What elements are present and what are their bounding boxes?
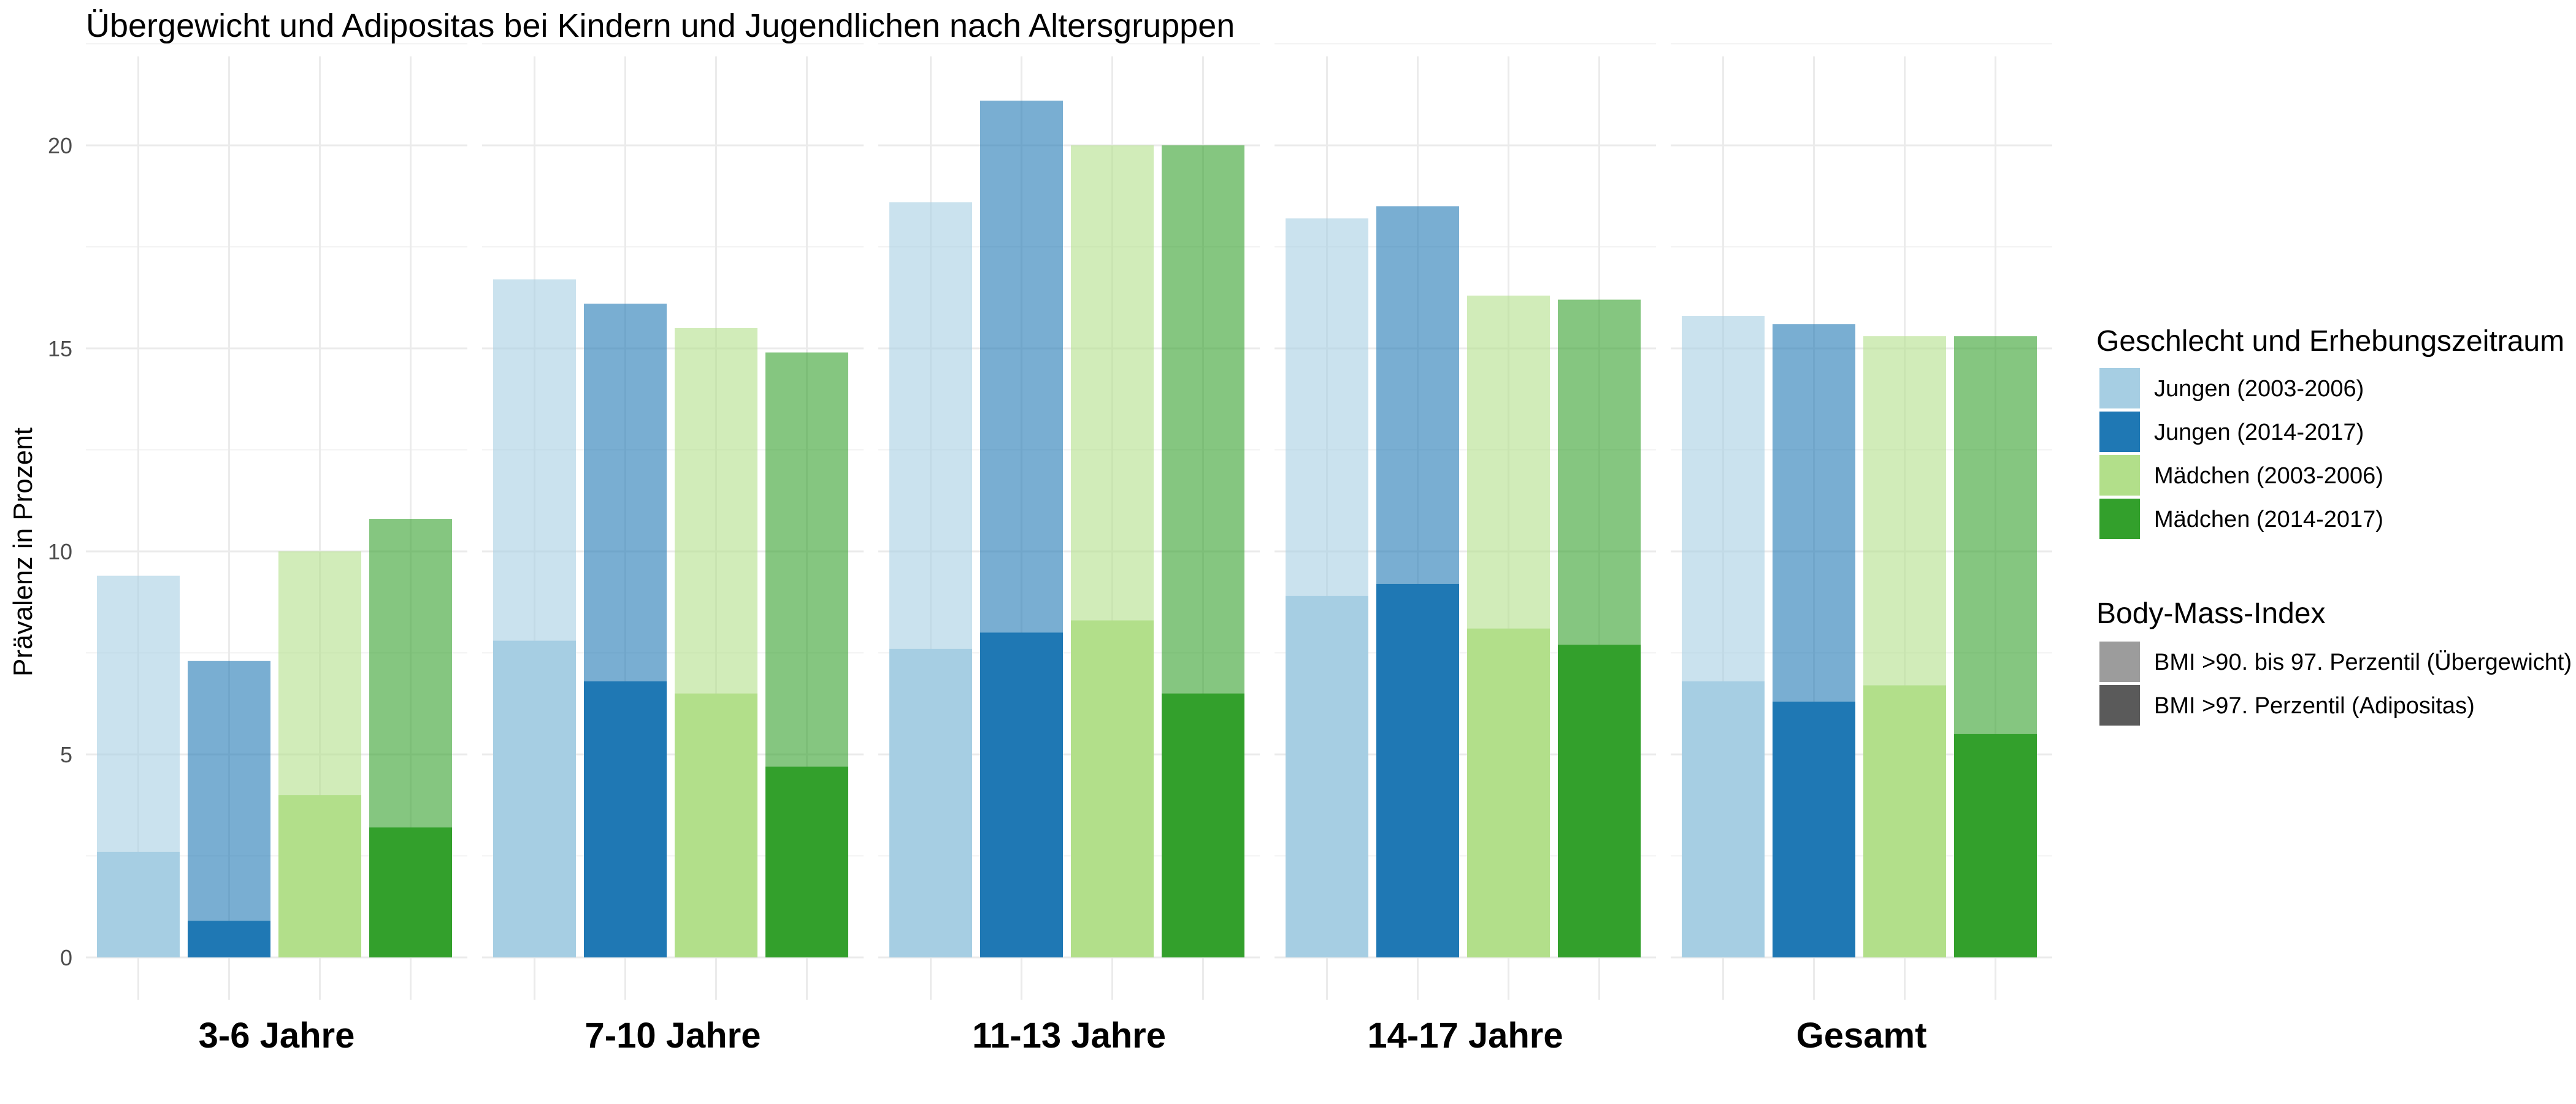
y-axis-label: Prävalenz in Prozent: [8, 427, 38, 677]
plot-panels: 3-6 Jahre 7-10 Jahre 11-13 Jahre 14-17 Jahr…: [86, 43, 2052, 1056]
bar-adipositas: [1558, 645, 1641, 957]
legend-label: Jungen (2003-2006): [2154, 376, 2364, 402]
legend-label: BMI >97. Perzentil (Adipositas): [2154, 693, 2475, 719]
facet-label: 11-13 Jahre: [972, 1016, 1166, 1056]
facet-label: 7-10 Jahre: [585, 1016, 761, 1056]
facet-label: 14-17 Jahre: [1367, 1016, 1563, 1056]
legend-swatch: [2099, 412, 2140, 452]
y-tick-label: 15: [48, 336, 72, 361]
bar-adipositas: [1954, 734, 2037, 957]
facet-panel: 11-13 Jahre: [878, 43, 1260, 1056]
y-axis-ticks: 0 5 10 15 20: [48, 133, 72, 970]
bar-uebergewicht: [188, 661, 270, 957]
legend-swatch: [2099, 642, 2140, 682]
legend: Geschlecht und Erhebungszeitraum Body-Ma…: [2096, 325, 2572, 726]
legend-swatch: [2099, 499, 2140, 539]
legend-swatch: [2099, 455, 2140, 496]
bar-adipositas: [1773, 701, 1855, 957]
bar-adipositas: [889, 648, 972, 957]
legend-title-group: Geschlecht und Erhebungszeitraum: [2096, 325, 2564, 358]
facet-panel: Gesamt: [1671, 43, 2052, 1056]
y-tick-label: 0: [60, 945, 72, 970]
chart-title: Übergewicht und Adipositas bei Kindern u…: [86, 7, 1235, 44]
facet-panel: 3-6 Jahre: [86, 43, 467, 1056]
facet-panel: 7-10 Jahre: [482, 43, 864, 1056]
bar-adipositas: [1467, 628, 1550, 957]
bar-adipositas: [278, 795, 361, 957]
legend-title-bmi: Body-Mass-Index: [2096, 597, 2325, 630]
bar-adipositas: [980, 632, 1063, 957]
legend-label: Mädchen (2003-2006): [2154, 463, 2383, 489]
legend-label: Mädchen (2014-2017): [2154, 507, 2383, 532]
bar-adipositas: [675, 693, 757, 957]
legend-swatch: [2099, 368, 2140, 408]
bar-adipositas: [188, 921, 270, 957]
facet-label: 3-6 Jahre: [199, 1016, 355, 1056]
bar-adipositas: [584, 681, 667, 957]
y-tick-label: 10: [48, 539, 72, 564]
y-tick-label: 20: [48, 133, 72, 158]
bar-adipositas: [1682, 681, 1765, 957]
facet-label: Gesamt: [1796, 1016, 1927, 1056]
bar-adipositas: [1376, 583, 1459, 957]
bar-adipositas: [765, 766, 848, 957]
bar-adipositas: [369, 827, 452, 957]
legend-label: Jungen (2014-2017): [2154, 420, 2364, 445]
legend-swatch: [2099, 685, 2140, 726]
bar-adipositas: [97, 851, 180, 957]
bar-adipositas: [1162, 693, 1244, 957]
bar-adipositas: [1863, 685, 1946, 957]
facet-panel: 14-17 Jahre: [1275, 43, 1656, 1056]
bar-adipositas: [1071, 620, 1154, 957]
bar-adipositas: [493, 640, 576, 957]
bar-adipositas: [1286, 596, 1368, 957]
y-tick-label: 5: [60, 742, 72, 767]
legend-label: BMI >90. bis 97. Perzentil (Übergewicht): [2154, 650, 2572, 675]
